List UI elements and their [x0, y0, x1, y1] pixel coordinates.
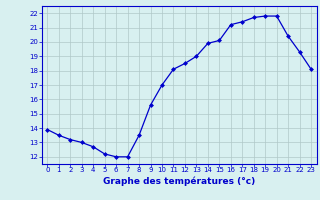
- X-axis label: Graphe des températures (°c): Graphe des températures (°c): [103, 176, 255, 186]
